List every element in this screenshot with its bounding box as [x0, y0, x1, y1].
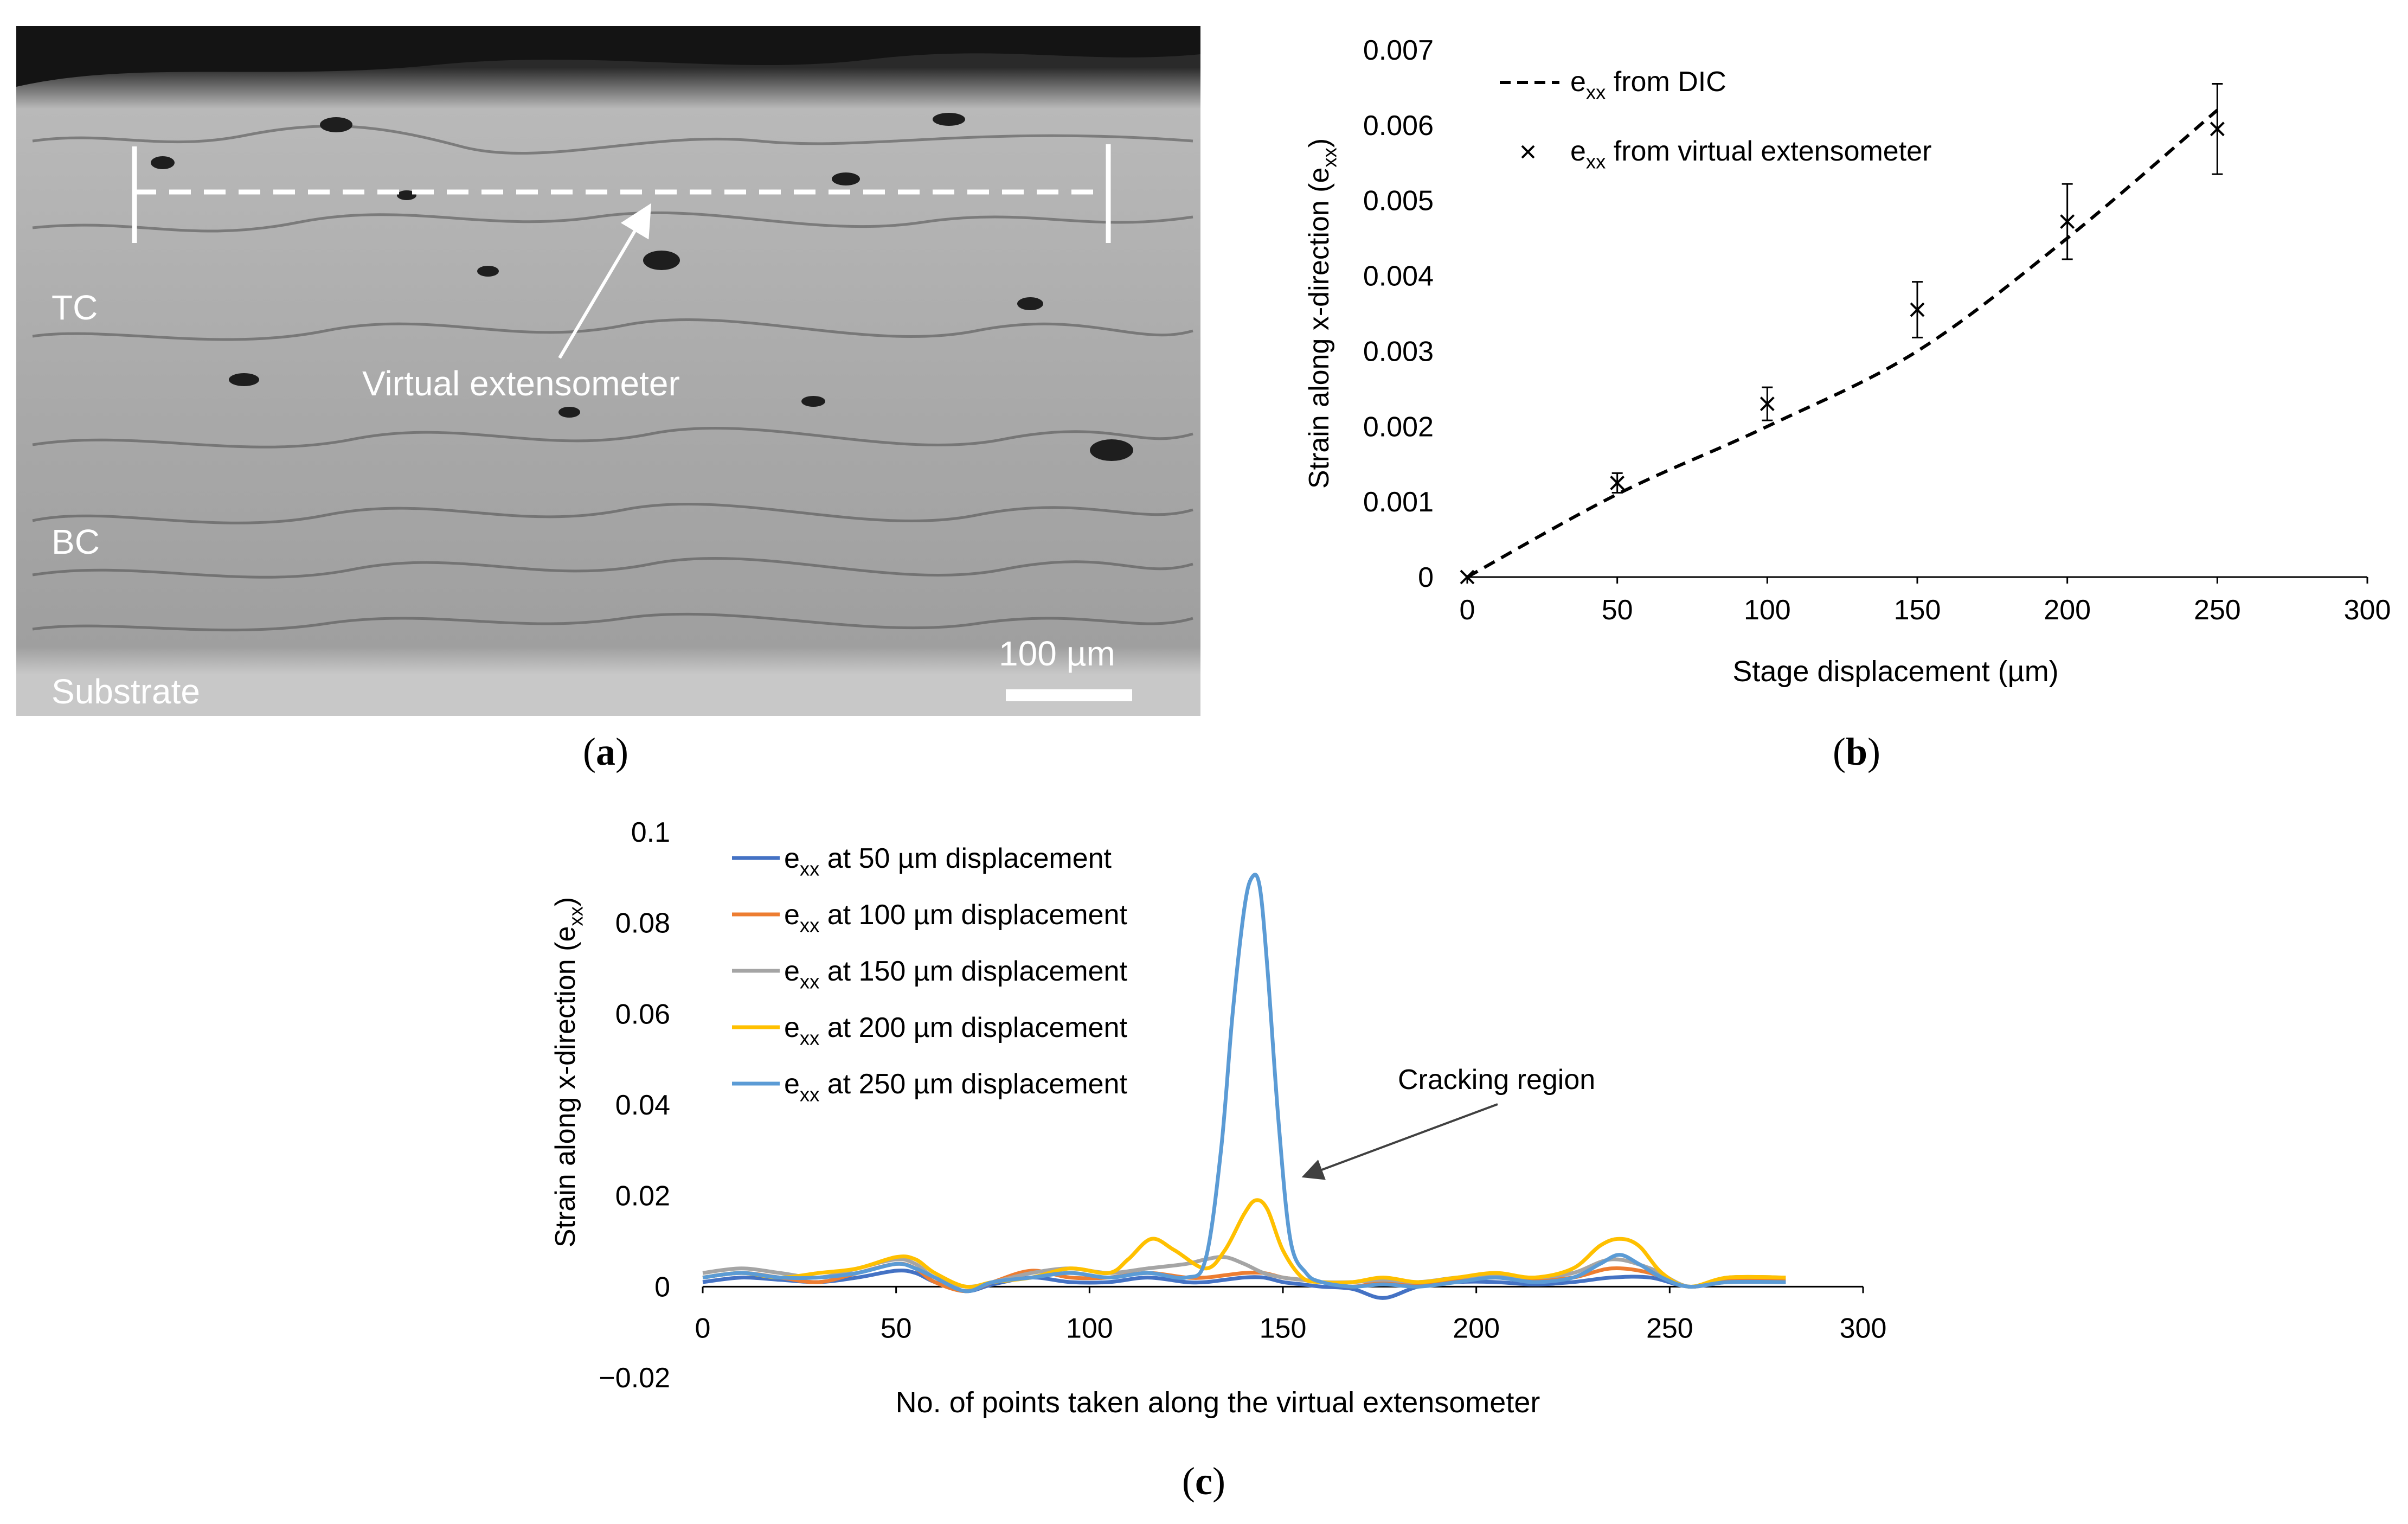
- sem-label-tc: TC: [52, 288, 98, 327]
- x-tick-label: 200: [2044, 594, 2091, 626]
- x-tick-label: 100: [1066, 1312, 1113, 1344]
- sem-label-bc: BC: [52, 522, 100, 561]
- x-tick-label: 0: [695, 1312, 711, 1344]
- marker-x-stroke: [1910, 302, 1925, 317]
- y-tick-label: 0.007: [1363, 35, 1434, 66]
- y-tick-label: 0: [1418, 562, 1434, 593]
- y-tick-label: 0.002: [1363, 411, 1434, 443]
- y-tick-label: 0.02: [615, 1181, 670, 1212]
- panel-label-c: (c): [1182, 1459, 1225, 1503]
- marker-x-point: [1760, 396, 1775, 412]
- panel-label-a: (a): [583, 730, 628, 773]
- marker-x-point: [2210, 121, 2225, 137]
- y-tick-label: 0.005: [1363, 185, 1434, 217]
- x-tick-label: 300: [2344, 594, 2391, 626]
- sem-texture: [32, 125, 1193, 632]
- x-tick-label: 250: [2194, 594, 2241, 626]
- marker-x-stroke: [1610, 476, 1625, 490]
- marker-x-stroke: [2210, 121, 2225, 137]
- y-tick-label: 0.06: [615, 998, 670, 1030]
- x-tick-label: 100: [1744, 594, 1791, 626]
- x-tick-label: 150: [1894, 594, 1941, 626]
- legend-label-3: exx at 150 µm displacement: [784, 956, 1127, 993]
- y-tick-label: 0.04: [615, 1090, 670, 1121]
- y-tick-label: 0.1: [631, 817, 670, 848]
- legend-label-2: exx at 100 µm displacement: [784, 899, 1127, 937]
- marker-x-point: [1460, 569, 1475, 585]
- legend-dic-label: exx from DIC: [1570, 66, 1726, 104]
- sem-pores: [151, 113, 1133, 461]
- y-axis-title: Strain along x-direction (exx): [1303, 138, 1341, 489]
- x-tick-label: 300: [1840, 1312, 1887, 1344]
- legend-label-5: exx at 250 µm displacement: [784, 1068, 1127, 1106]
- y-tick-label: 0.003: [1363, 336, 1434, 367]
- marker-x-point: [1910, 302, 1925, 317]
- y-tick-label: 0.08: [615, 908, 670, 939]
- x-tick-label: 250: [1646, 1312, 1693, 1344]
- annotation-arrow: [1301, 1103, 1498, 1180]
- x-axis-title: Stage displacement (µm): [1732, 655, 2058, 688]
- y-tick-label: 0.004: [1363, 261, 1434, 292]
- y-tick-label: 0.001: [1363, 486, 1434, 518]
- sem-label-virtual-extensometer: Virtual extensometer: [362, 364, 680, 403]
- legend-extensometer-label: exx from virtual extensometer: [1570, 136, 1931, 173]
- marker-x-point: [2060, 214, 2075, 229]
- marker-x-stroke: [1760, 396, 1775, 412]
- marker-x-stroke: [1460, 569, 1475, 585]
- legend-x-marker: [1521, 145, 1535, 159]
- series-line-5: [702, 873, 1786, 1294]
- sem-coating-top-edge: [16, 26, 1200, 87]
- sem-scale-label: 100 µm: [999, 634, 1115, 673]
- y-axis-title: Strain along x-direction (exx): [550, 897, 587, 1247]
- annotation-cracking-region: Cracking region: [1398, 1064, 1595, 1096]
- y-tick-label: 0: [654, 1271, 670, 1303]
- marker-x-point: [1610, 476, 1625, 490]
- extensometer-arrow: [558, 203, 652, 359]
- x-tick-label: 0: [1460, 594, 1475, 626]
- series-line-4: [702, 1198, 1786, 1289]
- x-tick-label: 150: [1260, 1312, 1307, 1344]
- x-tick-label: 200: [1453, 1312, 1500, 1344]
- marker-x-stroke: [2060, 214, 2075, 229]
- series-line-1: [702, 1269, 1786, 1300]
- legend-label-1: exx at 50 µm displacement: [784, 843, 1112, 880]
- chart-b: 0 50 100 150 200 250 300 0 0.001 0.002 0.003 0.004 0…: [1303, 35, 2391, 688]
- legend-label-4: exx at 200 µm displacement: [784, 1012, 1127, 1049]
- sem-label-substrate: Substrate: [52, 672, 200, 711]
- x-tick-label: 50: [881, 1312, 912, 1344]
- chart-c: 0 50 100 150 200 250 300 −0.02 0 0.02 0.04 0.06 0.08…: [550, 817, 1886, 1419]
- series-line-3: [702, 1255, 1786, 1289]
- panel-label-b: (b): [1833, 730, 1881, 773]
- sem-micrograph: [16, 26, 1200, 716]
- y-tick-label: −0.02: [599, 1362, 670, 1394]
- y-tick-label: 0.006: [1363, 110, 1434, 142]
- series-dic-line: [1466, 108, 2219, 579]
- x-tick-label: 50: [1602, 594, 1633, 626]
- x-axis-title: No. of points taken along the virtual ex…: [896, 1386, 1540, 1419]
